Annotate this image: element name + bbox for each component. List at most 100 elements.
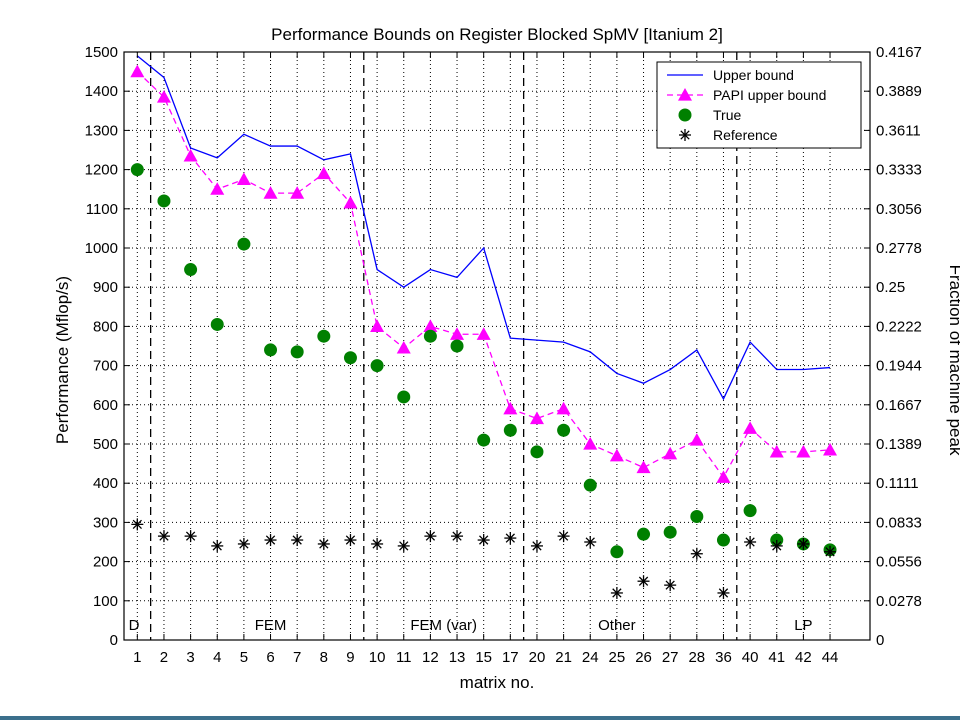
x-tick-label: 10 bbox=[369, 649, 386, 666]
x-tick-label: 13 bbox=[449, 649, 466, 666]
x-tick-label: 2 bbox=[160, 649, 168, 666]
x-tick-label: 9 bbox=[346, 649, 354, 666]
papi-point bbox=[769, 444, 784, 458]
y-tick-label-right: 0.1667 bbox=[876, 397, 922, 414]
x-tick-label: 11 bbox=[396, 649, 412, 666]
papi-point bbox=[796, 444, 811, 458]
y-tick-label-right: 0.3611 bbox=[876, 122, 921, 139]
reference-point bbox=[184, 530, 197, 543]
x-tick-label: 6 bbox=[266, 649, 274, 666]
true-point bbox=[157, 194, 171, 208]
x-tick-label: 26 bbox=[635, 649, 652, 666]
papi-point bbox=[423, 319, 438, 332]
papi-point bbox=[743, 421, 758, 434]
legend-entry-label: Upper bound bbox=[713, 67, 794, 83]
reference-point bbox=[744, 536, 757, 548]
x-tick-label: 44 bbox=[822, 649, 839, 666]
legend-entry-label: True bbox=[713, 107, 741, 123]
reference-point bbox=[264, 534, 277, 547]
papi-point bbox=[290, 186, 305, 199]
legend-swatch-papi-marker bbox=[678, 88, 692, 101]
x-tick-label: 20 bbox=[529, 649, 546, 666]
papi-point bbox=[503, 401, 518, 415]
y-tick-label: 0 bbox=[110, 632, 118, 649]
legend: Upper bound PAPI upper bound True Reference bbox=[656, 61, 862, 149]
papi-point bbox=[396, 340, 411, 354]
true-point bbox=[317, 329, 331, 343]
papi-point bbox=[156, 90, 171, 103]
plot-frame bbox=[123, 51, 871, 641]
y-tick-label-right: 0.1944 bbox=[876, 358, 922, 375]
papi-point bbox=[636, 460, 651, 474]
y-tick-label: 800 bbox=[93, 318, 118, 335]
true-point bbox=[184, 263, 198, 277]
group-label: FEM bbox=[255, 617, 287, 634]
group-label: D bbox=[129, 617, 140, 634]
x-tick-label: 5 bbox=[240, 649, 248, 666]
y-tick-label: 1500 bbox=[85, 44, 118, 61]
legend-entry-label: PAPI upper bound bbox=[713, 87, 826, 103]
x-tick-label: 25 bbox=[609, 649, 626, 666]
x-tick-label: 12 bbox=[422, 649, 439, 666]
true-point bbox=[637, 527, 651, 541]
y-tick-label: 1100 bbox=[86, 201, 118, 218]
x-tick-label: 17 bbox=[502, 649, 519, 666]
reference-point bbox=[131, 518, 144, 531]
group-label: LP bbox=[794, 617, 812, 634]
papi-point bbox=[556, 401, 571, 415]
y-tick-label-right: 0.0556 bbox=[876, 554, 922, 571]
legend-swatch-reference bbox=[679, 129, 691, 141]
true-point bbox=[397, 390, 411, 404]
reference-point bbox=[824, 545, 837, 558]
legend-swatch-true bbox=[678, 108, 692, 122]
true-point bbox=[530, 445, 544, 459]
true-point bbox=[210, 317, 224, 331]
x-tick-label: 41 bbox=[768, 649, 785, 666]
true-point bbox=[370, 359, 384, 373]
papi-point bbox=[583, 437, 598, 450]
true-point bbox=[264, 343, 278, 357]
reference-point bbox=[530, 539, 543, 552]
papi-point bbox=[236, 172, 251, 185]
papi-point bbox=[609, 448, 624, 462]
papi-point bbox=[476, 327, 491, 340]
x-tick-label: 21 bbox=[555, 649, 572, 666]
true-point bbox=[743, 504, 757, 518]
reference-point bbox=[637, 575, 650, 588]
x-tick-label: 15 bbox=[475, 649, 492, 666]
x-tick-label: 4 bbox=[213, 649, 221, 666]
x-axis-label: matrix no. bbox=[460, 673, 535, 692]
reference-point bbox=[424, 530, 437, 543]
true-point bbox=[477, 433, 491, 447]
reference-point bbox=[291, 534, 304, 547]
y-tick-label-right: 0.3333 bbox=[876, 162, 922, 179]
y-tick-label: 1000 bbox=[85, 240, 118, 257]
true-point bbox=[557, 423, 571, 437]
papi-point bbox=[663, 446, 678, 460]
y-tick-label: 600 bbox=[93, 397, 118, 414]
reference-point bbox=[397, 539, 410, 552]
y-tick-label-right: 0 bbox=[876, 632, 884, 649]
group-labels: D FEM FEM (var) Other LP bbox=[129, 617, 813, 634]
series bbox=[130, 55, 838, 599]
legend-box bbox=[656, 61, 862, 149]
reference-point bbox=[477, 534, 490, 547]
reference-point bbox=[451, 530, 464, 543]
papi-point bbox=[450, 327, 465, 340]
y-tick-label-right: 0.4167 bbox=[876, 44, 922, 61]
reference-point bbox=[157, 530, 170, 543]
true-point bbox=[503, 423, 517, 437]
x-tick-label: 28 bbox=[688, 649, 705, 666]
papi-point bbox=[263, 186, 278, 199]
true-point bbox=[716, 533, 730, 547]
x-tick-label: 36 bbox=[715, 649, 732, 666]
series-upper-bound-line bbox=[136, 55, 831, 401]
reference-point bbox=[690, 547, 703, 560]
y-tick-label-right: 0.0278 bbox=[876, 593, 922, 610]
chart-title: Performance Bounds on Register Blocked S… bbox=[271, 25, 723, 44]
reference-point bbox=[344, 534, 357, 547]
true-point bbox=[423, 329, 437, 343]
true-point bbox=[130, 163, 144, 177]
true-point bbox=[343, 351, 357, 365]
y-tick-label: 400 bbox=[93, 475, 118, 492]
